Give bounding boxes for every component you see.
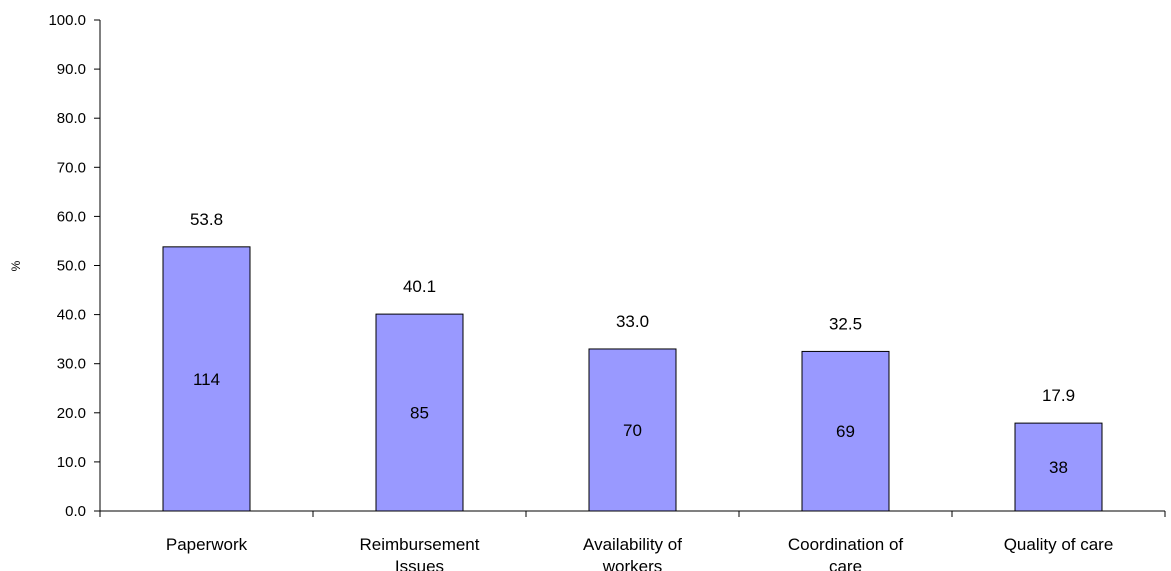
- category-label: Reimbursement Issues: [360, 535, 480, 571]
- count-label: 69: [836, 422, 855, 441]
- value-label: 40.1: [403, 277, 436, 296]
- value-label: 53.8: [190, 210, 223, 229]
- category-label-line: Reimbursement: [360, 535, 480, 554]
- bar: [162, 246, 251, 512]
- bar-labels: 53.8 114 40.1 85 33.0 70 32.5 69 17.9 38: [190, 210, 1075, 477]
- category-label-line: Quality of care: [1004, 535, 1114, 554]
- category-label-line: workers: [602, 557, 663, 571]
- count-label: 70: [623, 421, 642, 440]
- category-label-line: Coordination of: [788, 535, 904, 554]
- y-tick-label: 60.0: [57, 208, 86, 225]
- y-tick-label: 40.0: [57, 307, 86, 324]
- count-label: 38: [1049, 458, 1068, 477]
- category-label: Quality of care: [1004, 535, 1114, 554]
- y-tick-label: 0.0: [65, 503, 86, 520]
- y-tick-label: 50.0: [57, 258, 86, 275]
- bar: [1014, 422, 1103, 512]
- y-tick-label: 90.0: [57, 61, 86, 78]
- y-tick-label: 70.0: [57, 159, 86, 176]
- category-label-line: Issues: [395, 557, 444, 571]
- value-label: 32.5: [829, 314, 862, 333]
- category-label: Availability of workers: [583, 535, 682, 571]
- y-tick-label: 20.0: [57, 405, 86, 422]
- y-tick-label: 30.0: [57, 356, 86, 373]
- category-label: Paperwork: [166, 535, 248, 554]
- y-tick-label: 100.0: [48, 12, 86, 29]
- bar: [375, 313, 464, 512]
- bar: [588, 348, 677, 512]
- value-label: 17.9: [1042, 386, 1075, 405]
- bars: [162, 246, 1103, 512]
- category-label: Coordination of care: [788, 535, 904, 571]
- category-label-line: Availability of: [583, 535, 682, 554]
- value-label: 33.0: [616, 312, 649, 331]
- count-label: 85: [410, 404, 429, 423]
- y-axis-label: %: [9, 260, 23, 271]
- count-label: 114: [193, 370, 220, 389]
- y-tick-label: 80.0: [57, 110, 86, 127]
- y-axis-ticks: 0.0 10.0 20.0 30.0 40.0 50.0 60.0 70.0 80.0 90.0 1…: [48, 12, 100, 520]
- x-axis-ticks: Paperwork Reimbursement Issues Availability…: [99, 511, 1166, 571]
- category-label-line: Paperwork: [166, 535, 248, 554]
- bar: [801, 350, 890, 512]
- category-label-line: care: [829, 557, 862, 571]
- y-tick-label: 10.0: [57, 454, 86, 471]
